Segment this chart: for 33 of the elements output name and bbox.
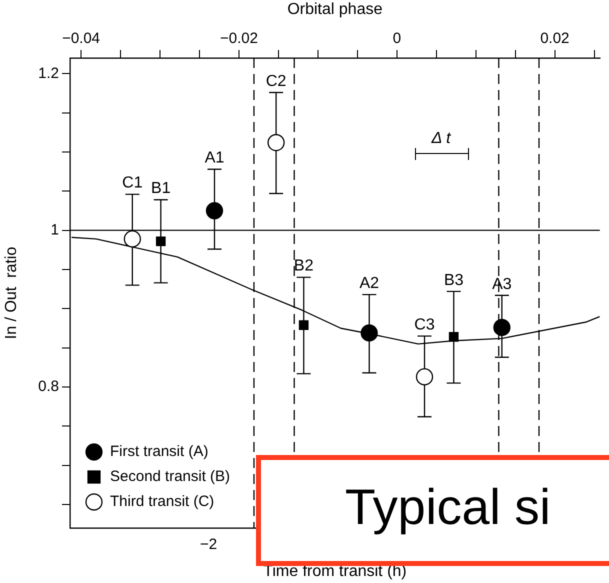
- point: [267, 134, 285, 152]
- annotation: Δ t: [430, 130, 452, 148]
- annotation: C2: [266, 72, 286, 90]
- annotation: B1: [151, 180, 171, 198]
- annotation: C1: [122, 174, 143, 192]
- x-tick-label: −0.02: [220, 30, 258, 48]
- point: [156, 236, 166, 246]
- text: −2: [200, 536, 218, 553]
- legend-label: Second transit (B): [110, 468, 230, 486]
- point: [298, 320, 309, 330]
- point: [448, 332, 459, 342]
- point: [206, 202, 224, 220]
- point: [124, 230, 141, 248]
- annotation: Typical si: [345, 478, 551, 536]
- legend-label: Third transit (C): [110, 493, 214, 510]
- annotation: B3: [444, 272, 464, 289]
- x-tick-label: 0: [392, 30, 402, 48]
- legend-label: First transit (A): [110, 443, 208, 460]
- annotation: A1: [204, 150, 224, 167]
- annotation: C3: [414, 316, 435, 334]
- annotation: A3: [492, 276, 512, 293]
- x-axis-title: Orbital phase: [287, 1, 383, 18]
- y-axis-title: In / Out ratio: [3, 246, 20, 340]
- point: [360, 324, 378, 342]
- annotation: B2: [294, 258, 314, 275]
- y-tick-label: 0.8: [38, 378, 59, 396]
- y-tick-label: 1: [50, 221, 59, 238]
- x-tick-label: −0.04: [62, 30, 100, 48]
- x-tick-label: 0.02: [540, 30, 570, 48]
- point: [493, 318, 510, 336]
- point: [416, 368, 434, 386]
- y-tick-label: 1.2: [38, 64, 59, 82]
- annotation: A2: [359, 274, 380, 292]
